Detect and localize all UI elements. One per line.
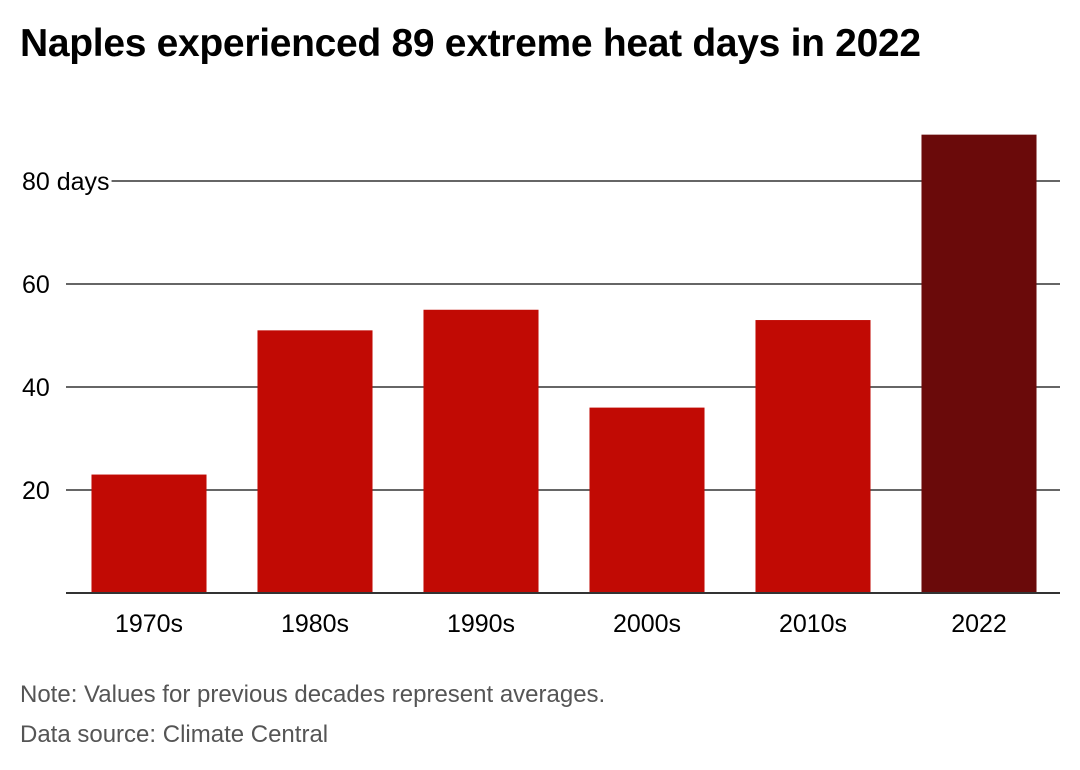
gridlines (66, 180, 1060, 491)
chart-note: Note: Values for previous decades repres… (20, 681, 606, 708)
x-tick-label: 1970s (115, 610, 183, 638)
y-tick-label: 80 days (22, 168, 110, 196)
y-tick-label: 40 (22, 374, 50, 402)
bar-2010s (755, 320, 871, 593)
x-tick-label: 2010s (779, 610, 847, 638)
bar-1990s (423, 309, 539, 593)
y-tick-label-bg (20, 374, 52, 402)
bar-chart: 20 40 60 80 days 1970s 1980s 1990s 2000s 2010s 20… (20, 134, 1060, 638)
bar-2022 (921, 134, 1037, 593)
y-tick-label-bg (20, 168, 112, 196)
x-tick-label: 1980s (281, 610, 349, 638)
tick-labels: 20 40 60 80 days 1970s 1980s 1990s 2000s 2010s 20… (20, 168, 1007, 638)
bars (66, 134, 1060, 594)
bar-2000s (589, 407, 705, 593)
y-tick-label-bg (20, 271, 52, 299)
data-source: Data source: Climate Central (20, 721, 329, 748)
x-tick-label: 2000s (613, 610, 681, 638)
x-tick-label: 2022 (951, 610, 1007, 638)
bar-1970s (91, 474, 207, 593)
chart-title: Naples experienced 89 extreme heat days … (20, 22, 921, 65)
y-tick-label: 20 (22, 477, 50, 505)
y-tick-label-bg (20, 477, 52, 505)
y-tick-label: 60 (22, 271, 50, 299)
bar-1980s (257, 330, 373, 593)
x-tick-label: 1990s (447, 610, 515, 638)
